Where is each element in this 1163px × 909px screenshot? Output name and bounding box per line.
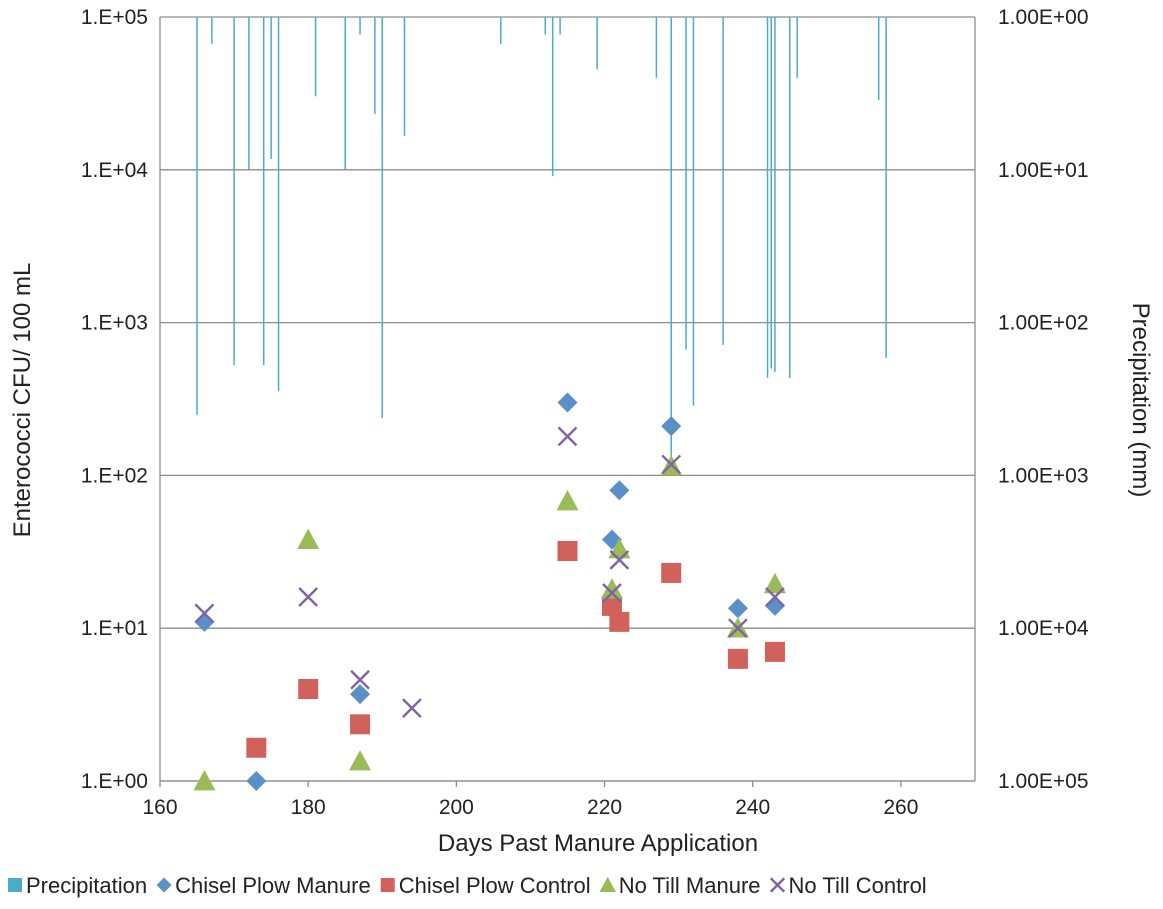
data-point-square — [609, 611, 630, 632]
y-tick-label: 1.E+04 — [81, 159, 148, 182]
legend-label: Precipitation — [26, 873, 147, 898]
data-point-x — [765, 587, 785, 607]
y-tick-label: 1.E+05 — [81, 6, 148, 29]
legend-item: Chisel Plow Manure — [156, 873, 371, 898]
data-point-x — [661, 454, 682, 475]
data-point-diamond — [609, 480, 630, 501]
data-point-x-stroke — [765, 587, 785, 607]
data-point-triangle — [763, 572, 786, 594]
legend-label: No Till Control — [789, 873, 927, 898]
data-point-x — [350, 669, 370, 690]
legend-item: No Till Manure — [599, 873, 761, 898]
y2-tick-label: 1.00E+02 — [998, 312, 1089, 335]
data-point-triangle — [556, 489, 579, 511]
data-points — [193, 392, 786, 791]
legend-swatch — [599, 876, 616, 893]
y-tick-label: 1.E+00 — [81, 770, 148, 793]
data-point-square — [727, 648, 748, 669]
legend-swatch-stroke — [769, 877, 786, 893]
x-tick-label: 220 — [587, 796, 622, 819]
legend-label: Chisel Plow Control — [399, 873, 591, 898]
y2-tick-label: 1.00E+01 — [998, 159, 1089, 182]
axes — [159, 17, 976, 787]
data-point-x-stroke — [661, 454, 682, 475]
data-point-diamond — [246, 771, 267, 791]
data-point-x-stroke — [602, 583, 622, 603]
x-tick-label: 240 — [735, 796, 770, 819]
data-point-diamond — [350, 684, 371, 705]
y-tick-label: 1.E+03 — [81, 312, 148, 335]
legend-item: Precipitation — [8, 873, 147, 898]
data-point-x-stroke — [609, 550, 630, 570]
data-point-diamond — [727, 598, 748, 619]
legend-swatch — [769, 877, 786, 893]
legend-label: No Till Manure — [619, 873, 761, 898]
data-point-triangle — [349, 750, 372, 771]
data-point-square — [661, 562, 682, 583]
data-point-diamond — [764, 595, 785, 616]
data-point-x — [602, 583, 622, 603]
x-tick-label: 180 — [291, 796, 326, 819]
legend-item: Chisel Plow Control — [380, 873, 591, 898]
data-point-x — [402, 698, 422, 718]
legend: Precipitation Chisel Plow Manure Chisel Pl… — [8, 873, 927, 898]
data-point-square — [601, 595, 622, 616]
data-point-x-stroke — [402, 698, 422, 718]
y-tick-label: 1.E+02 — [81, 464, 148, 487]
data-point-square — [246, 737, 267, 758]
data-point-x — [194, 603, 215, 624]
legend-swatch — [156, 877, 172, 893]
data-point-diamond — [557, 392, 578, 413]
data-point-square — [764, 641, 785, 662]
data-point-square — [298, 679, 319, 700]
tick-labels: 1.E+00 1.E+01 1.E+02 1.E+03 1.E+04 1.E+05 1.00… — [81, 6, 1089, 819]
data-point-x — [609, 550, 630, 570]
data-point-triangle — [297, 528, 320, 549]
y-tick-label: 1.E+01 — [81, 617, 148, 640]
y2-tick-label: 1.00E+05 — [998, 770, 1089, 793]
legend-label: Chisel Plow Manure — [175, 873, 371, 898]
data-point-triangle — [193, 770, 216, 791]
y2-axis-title: Precipitation (mm) — [1127, 303, 1154, 498]
data-point-x — [728, 618, 748, 639]
data-point-square — [557, 541, 578, 562]
data-point-x-stroke — [298, 587, 319, 607]
y-axis-title: Enterococci CFU/ 100 mL — [9, 263, 36, 538]
x-tick-label: 260 — [883, 796, 918, 819]
data-point-triangle — [600, 578, 623, 599]
y2-tick-label: 1.00E+03 — [998, 464, 1089, 487]
y2-tick-label: 1.00E+04 — [998, 617, 1089, 640]
x-tick-label: 160 — [142, 796, 177, 819]
legend-item: No Till Control — [769, 873, 927, 898]
data-point-square — [350, 714, 371, 735]
y2-tick-label: 1.00E+00 — [998, 6, 1089, 29]
data-point-diamond — [661, 416, 682, 437]
data-point-x — [557, 426, 578, 447]
data-point-x-stroke — [728, 618, 748, 639]
precipitation-bars — [196, 17, 887, 469]
data-point-x — [298, 587, 319, 607]
legend-swatch — [380, 878, 395, 892]
x-tick-label: 200 — [439, 796, 474, 819]
data-point-x-stroke — [350, 669, 370, 690]
data-point-x-stroke — [557, 426, 578, 447]
legend-swatch — [8, 878, 22, 892]
data-point-x-stroke — [194, 603, 215, 624]
x-axis-title: Days Past Manure Application — [438, 830, 758, 857]
